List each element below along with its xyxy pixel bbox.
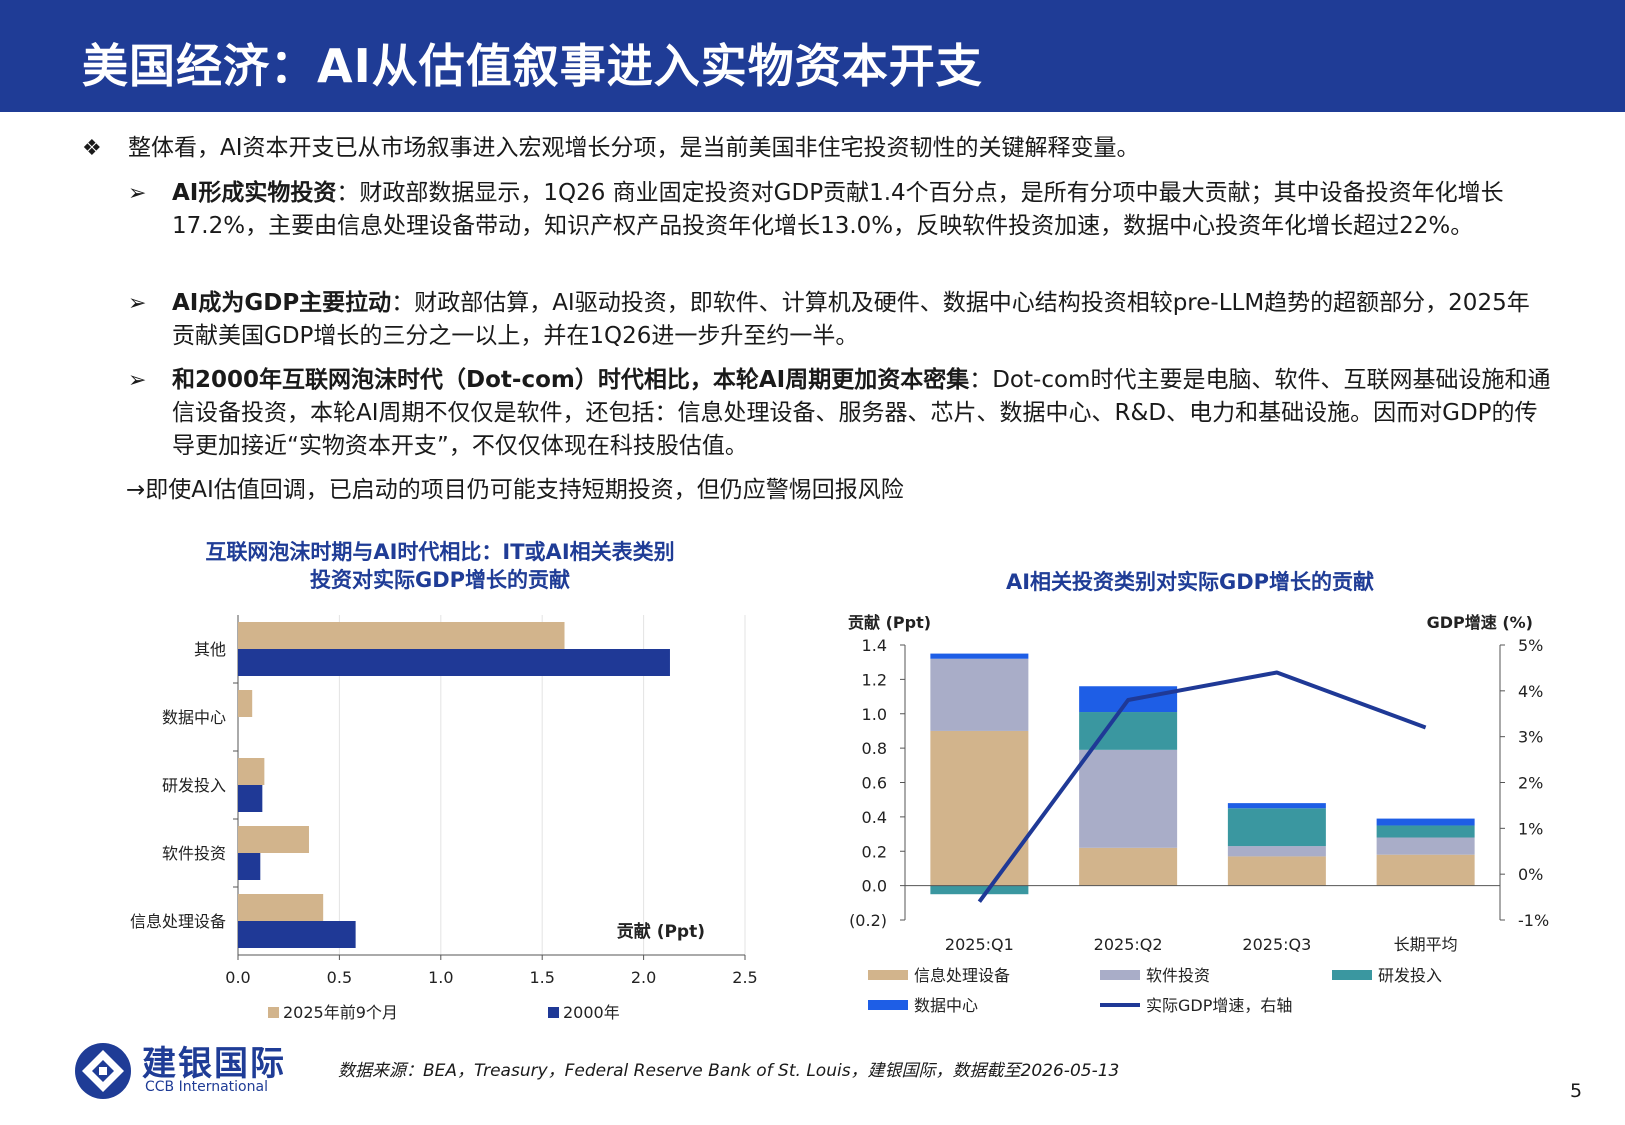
sub-bullet-2-heading: AI成为GDP主要拉动 [172,290,392,316]
chart2-stacked-bar: 贡献 (Ppt) GDP增速 (%) (0.2) 0.0 0.2 0.4 0.6 0.8 1.0… [848,613,1549,1015]
sub-bullet-3-text: ：Dot-com时代主要是电脑、软件、互联网基础设施和通信设备投资，本轮AI周期… [172,367,1551,459]
legend-swatch [1332,970,1372,980]
stack-0 [1376,854,1475,886]
legend-label: 2025年前9个月 [283,1003,398,1022]
legend-label: 研发投入 [1378,966,1442,985]
legend-label: 数据中心 [914,996,978,1015]
right-tick-label: -1% [1518,911,1549,930]
x-tick-label: 1.0 [428,968,453,987]
stack-1 [1376,837,1475,855]
legend-label: 实际GDP增速，右轴 [1146,996,1292,1015]
sub-bullet-2-text: ：财政部估算，AI驱动投资，即软件、计算机及硬件、数据中心结构投资相较pre-L… [172,290,1530,349]
arrow-bullet-icon: ➢ [128,181,147,206]
bar-2025 [238,690,253,717]
legend-swatch [268,1007,279,1018]
legend-label: 2000年 [563,1003,620,1022]
stack-2 [930,885,1029,895]
category-label: 2025:Q1 [945,935,1014,954]
page-title: 美国经济：AI从估值叙事进入实物资本开支 [82,39,983,93]
chart1-title-line2: 投资对实际GDP增长的贡献 [309,568,571,592]
data-source: 数据来源：BEA，Treasury，Federal Reserve Bank o… [338,1061,1120,1081]
logo-english: CCB International [145,1079,268,1095]
arrow-bullet-icon: ➢ [128,291,147,316]
stack-1 [930,658,1029,731]
legend-label: 软件投资 [1146,966,1210,985]
x-tick-label: 0.0 [225,968,250,987]
right-tick-label: 3% [1518,728,1543,747]
left-tick-label: 0.4 [862,808,887,827]
legend-swatch [1100,970,1140,980]
stack-1 [1079,749,1178,848]
left-tick-label: 1.2 [862,670,887,689]
stack-0 [930,730,1029,886]
right-tick-label: 5% [1518,636,1543,655]
bar-2000 [238,649,670,676]
legend-swatch [868,1000,908,1010]
x-tick-label: 2.0 [631,968,656,987]
sub-bullet-3-heading: 和2000年互联网泡沫时代（Dot-com）时代相比，本轮AI周期更加资本密集 [172,367,970,393]
category-label: 2025:Q3 [1242,935,1311,954]
right-tick-label: 2% [1518,774,1543,793]
category-label: 数据中心 [162,708,226,727]
right-tick-label: 1% [1518,819,1543,838]
chart2-title: AI相关投资类别对实际GDP增长的贡献 [1005,570,1375,594]
page-number: 5 [1570,1080,1583,1102]
bar-2000 [238,785,263,812]
legend-swatch [548,1007,559,1018]
right-axis-title: GDP增速 (%) [1427,613,1533,632]
left-tick-label: 0.6 [862,774,887,793]
right-tick-label: 4% [1518,682,1543,701]
diamond-bullet-icon: ❖ [82,136,102,161]
x-tick-label: 1.5 [529,968,554,987]
chart1-title-line1: 互联网泡沫时期与AI时代相比：IT或AI相关表类别 [205,540,675,564]
stack-3 [1376,818,1475,826]
left-tick-label: 0.0 [862,877,887,896]
stack-3 [930,653,1029,659]
arrow-bullet-icon: ➢ [128,368,147,393]
bar-2025 [238,894,324,921]
left-tick-label: (0.2) [849,911,887,930]
stack-2 [1376,825,1475,838]
category-label: 信息处理设备 [130,912,226,931]
sub-bullet-1-text: ：财政部数据显示，1Q26 商业固定投资对GDP贡献1.4个百分点，是所有分项中… [172,180,1504,239]
x-tick-label: 2.5 [732,968,757,987]
conclusion-text: →即使AI估值回调，已启动的项目仍可能支持短期投资，但仍应警惕回报风险 [126,477,904,503]
gdp-growth-line [977,670,1427,903]
bar-2025 [238,758,265,785]
left-axis-title: 贡献 (Ppt) [848,613,931,632]
stack-3 [1227,803,1326,809]
category-label: 其他 [194,640,226,659]
left-tick-label: 0.2 [862,842,887,861]
logo-chinese: 建银国际 [142,1044,286,1084]
left-tick-label: 1.0 [862,705,887,724]
category-label: 长期平均 [1394,935,1458,954]
stack-1 [1227,846,1326,857]
stack-0 [1227,856,1326,886]
category-label: 2025:Q2 [1094,935,1163,954]
x-tick-label: 0.5 [327,968,352,987]
category-label: 软件投资 [162,844,226,863]
sub-bullet-1: ➢ AI形成实物投资：财政部数据显示，1Q26 商业固定投资对GDP贡献1.4个… [128,177,1552,243]
category-label: 研发投入 [162,776,226,795]
bar-2000 [238,921,356,948]
stack-0 [1079,847,1178,886]
right-tick-label: 0% [1518,865,1543,884]
sub-bullet-2: ➢ AI成为GDP主要拉动：财政部估算，AI驱动投资，即软件、计算机及硬件、数据… [128,287,1552,353]
left-tick-label: 0.8 [862,739,887,758]
bar-2025 [238,622,565,649]
ccb-logo-icon [75,1043,131,1099]
left-tick-label: 1.4 [862,636,887,655]
x-axis-label: 贡献 (Ppt) [617,921,705,942]
sub-bullet-3: ➢ 和2000年互联网泡沫时代（Dot-com）时代相比，本轮AI周期更加资本密… [128,364,1552,463]
sub-bullet-1-heading: AI形成实物投资 [172,180,337,206]
legend-swatch [868,970,908,980]
main-bullet-text: 整体看，AI资本开支已从市场叙事进入宏观增长分项，是当前美国非住宅投资韧性的关键… [128,135,1140,161]
stack-2 [1227,808,1326,847]
legend-label: 信息处理设备 [914,966,1010,985]
chart1-title: 互联网泡沫时期与AI时代相比：IT或AI相关表类别 投资对实际GDP增长的贡献 [140,538,740,594]
bar-2025 [238,826,309,853]
bar-2000 [238,853,261,880]
header-bar: 美国经济：AI从估值叙事进入实物资本开支 [0,0,1625,112]
